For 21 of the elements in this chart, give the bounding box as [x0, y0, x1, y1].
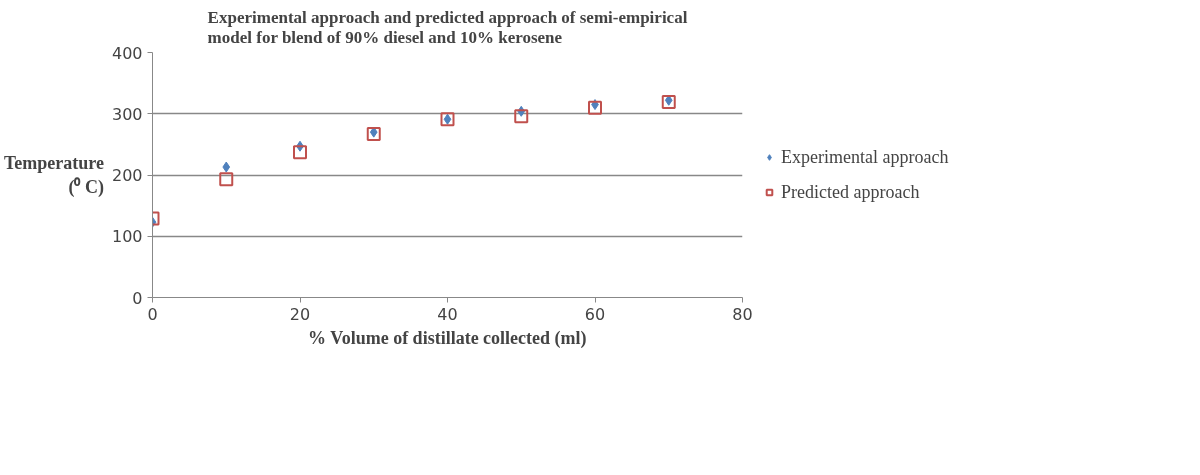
- x-tick-label: 60: [584, 304, 606, 324]
- point: [514, 109, 529, 124]
- x-tick-label: 40: [437, 304, 458, 324]
- y-tick-label: 400: [111, 43, 143, 63]
- y-tick-label: 0: [132, 288, 143, 308]
- point: [661, 95, 676, 110]
- point: [293, 145, 307, 160]
- point: [219, 172, 234, 187]
- chart-title: Experimental approach and predicted approach of semi-empirical model for blend of 90% diesel and 10% kerosene: [207, 7, 688, 48]
- x-axis-title: % Volume of distillate collected (ml): [308, 327, 587, 349]
- y-axis-title: Temperature (⁰ C): [3, 153, 104, 198]
- y-tick-label: 300: [111, 104, 143, 124]
- x-tick-label: 80: [732, 304, 753, 324]
- legend-label: Predicted approach: [781, 181, 920, 203]
- x-tick-label: 20: [289, 304, 311, 324]
- y-tick-label: 100: [111, 227, 143, 247]
- point: [588, 100, 602, 115]
- x-tick-label: 0: [147, 304, 158, 324]
- point: [222, 161, 231, 173]
- legend-label: Experimental approach: [781, 146, 949, 168]
- y-tick-label: 200: [111, 166, 143, 185]
